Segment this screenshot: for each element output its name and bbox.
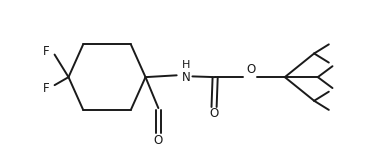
Text: N: N bbox=[181, 71, 190, 84]
Text: O: O bbox=[209, 107, 219, 120]
Text: H: H bbox=[182, 60, 190, 70]
Text: O: O bbox=[246, 63, 255, 76]
Text: F: F bbox=[43, 81, 50, 95]
Text: O: O bbox=[154, 134, 163, 147]
Text: F: F bbox=[43, 45, 50, 58]
